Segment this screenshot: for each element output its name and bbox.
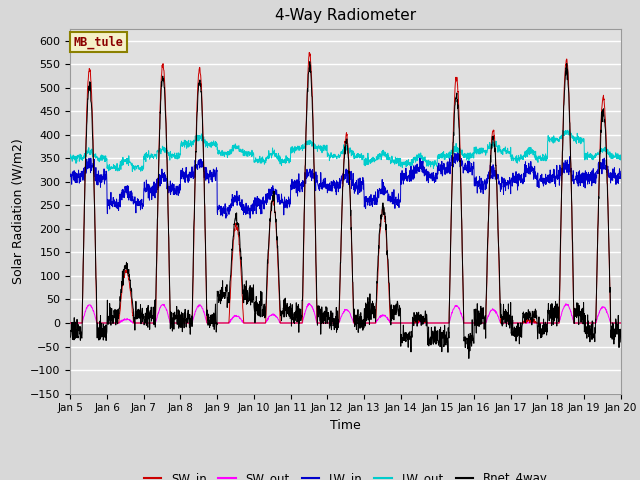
SW_out (617, 320, 625, 326)
SW_in (374, 276, 381, 281)
SW_in (506, 320, 513, 326)
SW_in (362, 320, 369, 326)
Line: SW_out: SW_out (70, 303, 621, 323)
LW_in (362, 205, 369, 211)
LW_in (584, 172, 592, 178)
SW_out (67, 320, 74, 326)
LW_out (67, 155, 74, 160)
LW_in (374, 187, 381, 192)
Rnet_4way (584, 328, 592, 334)
SW_out (506, 320, 513, 326)
LW_in (569, 172, 577, 178)
LW_in (506, 177, 514, 183)
Text: MB_tule: MB_tule (73, 35, 123, 48)
Rnet_4way (306, 59, 314, 64)
X-axis label: Time: Time (330, 419, 361, 432)
SW_out (374, 317, 381, 323)
LW_out (129, 168, 136, 174)
SW_out (362, 320, 369, 326)
LW_out (362, 159, 369, 165)
Line: LW_in: LW_in (70, 152, 621, 218)
LW_out (569, 133, 577, 139)
SW_out (306, 300, 314, 306)
LW_in (220, 205, 228, 211)
LW_out (617, 153, 625, 159)
SW_out (220, 320, 228, 326)
SW_in (305, 49, 313, 55)
Rnet_4way (220, 293, 228, 299)
SW_in (67, 320, 74, 326)
LW_out (374, 153, 381, 159)
LW_out (566, 126, 573, 132)
SW_in (220, 320, 228, 326)
Line: SW_in: SW_in (70, 52, 621, 323)
Rnet_4way (617, 339, 625, 345)
SW_out (584, 320, 591, 326)
Title: 4-Way Radiometer: 4-Way Radiometer (275, 9, 416, 24)
LW_out (220, 151, 228, 156)
Y-axis label: Solar Radiation (W/m2): Solar Radiation (W/m2) (12, 138, 25, 284)
LW_in (246, 216, 254, 221)
LW_out (506, 151, 513, 156)
SW_in (617, 320, 625, 326)
Rnet_4way (506, 321, 514, 326)
Line: LW_out: LW_out (70, 129, 621, 171)
SW_in (568, 239, 576, 245)
LW_in (67, 174, 74, 180)
Rnet_4way (569, 240, 577, 246)
Rnet_4way (374, 266, 381, 272)
LW_in (617, 168, 625, 174)
SW_in (584, 320, 591, 326)
Rnet_4way (465, 356, 473, 361)
SW_out (568, 314, 576, 320)
Line: Rnet_4way: Rnet_4way (70, 61, 621, 359)
Legend: SW_in, SW_out, LW_in, LW_out, Rnet_4way: SW_in, SW_out, LW_in, LW_out, Rnet_4way (139, 468, 552, 480)
LW_in (454, 149, 461, 155)
Rnet_4way (67, 335, 74, 340)
LW_out (584, 153, 592, 158)
Rnet_4way (362, 300, 369, 306)
